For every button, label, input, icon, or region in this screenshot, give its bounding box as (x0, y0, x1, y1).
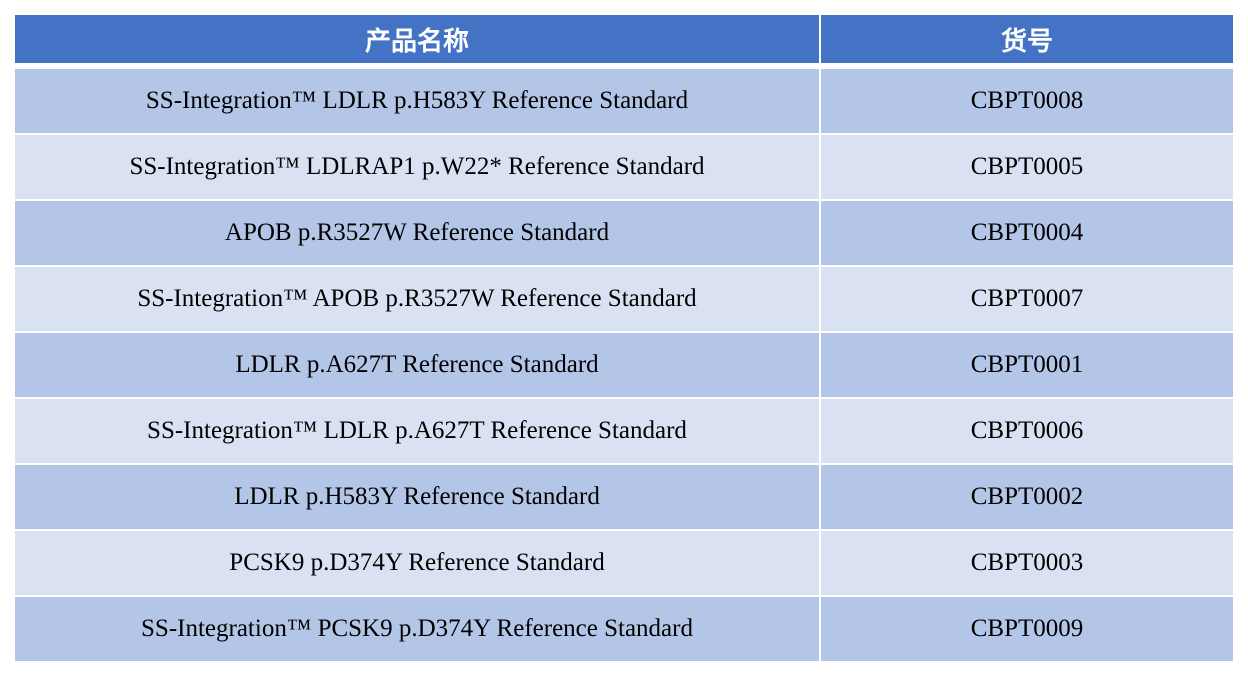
product-name-cell: PCSK9 p.D374Y Reference Standard (15, 530, 821, 597)
catalog-number-cell: CBPT0009 (820, 596, 1233, 663)
table-row: PCSK9 p.D374Y Reference Standard CBPT0003 (15, 530, 1233, 597)
product-name-cell: SS-Integration™ LDLR p.A627T Reference S… (15, 398, 821, 465)
header-row: 产品名称 货号 (15, 15, 1233, 69)
catalog-number-cell: CBPT0001 (820, 332, 1233, 399)
catalog-number-cell: CBPT0005 (820, 134, 1233, 201)
product-name-cell: SS-Integration™ LDLR p.H583Y Reference S… (15, 66, 821, 135)
product-table: 产品名称 货号 SS-Integration™ LDLR p.H583Y Ref… (15, 15, 1233, 663)
table-row: SS-Integration™ APOB p.R3527W Reference … (15, 266, 1233, 333)
catalog-number-cell: CBPT0003 (820, 530, 1233, 597)
table-row: SS-Integration™ LDLRAP1 p.W22* Reference… (15, 134, 1233, 201)
product-name-cell: LDLR p.H583Y Reference Standard (15, 464, 821, 531)
product-name-cell: SS-Integration™ APOB p.R3527W Reference … (15, 266, 821, 333)
catalog-number-cell: CBPT0004 (820, 200, 1233, 267)
table-row: SS-Integration™ PCSK9 p.D374Y Reference … (15, 596, 1233, 663)
product-name-cell: LDLR p.A627T Reference Standard (15, 332, 821, 399)
product-name-cell: APOB p.R3527W Reference Standard (15, 200, 821, 267)
table-row: SS-Integration™ LDLR p.H583Y Reference S… (15, 66, 1233, 135)
table-row: SS-Integration™ LDLR p.A627T Reference S… (15, 398, 1233, 465)
catalog-number-cell: CBPT0006 (820, 398, 1233, 465)
catalog-number-cell: CBPT0008 (820, 66, 1233, 135)
catalog-number-cell: CBPT0002 (820, 464, 1233, 531)
table-row: LDLR p.H583Y Reference Standard CBPT0002 (15, 464, 1233, 531)
header-catalog-number: 货号 (820, 15, 1233, 69)
table-row: APOB p.R3527W Reference Standard CBPT0004 (15, 200, 1233, 267)
header-product-name: 产品名称 (15, 15, 821, 69)
product-name-cell: SS-Integration™ PCSK9 p.D374Y Reference … (15, 596, 821, 663)
catalog-number-cell: CBPT0007 (820, 266, 1233, 333)
product-name-cell: SS-Integration™ LDLRAP1 p.W22* Reference… (15, 134, 821, 201)
table-row: LDLR p.A627T Reference Standard CBPT0001 (15, 332, 1233, 399)
